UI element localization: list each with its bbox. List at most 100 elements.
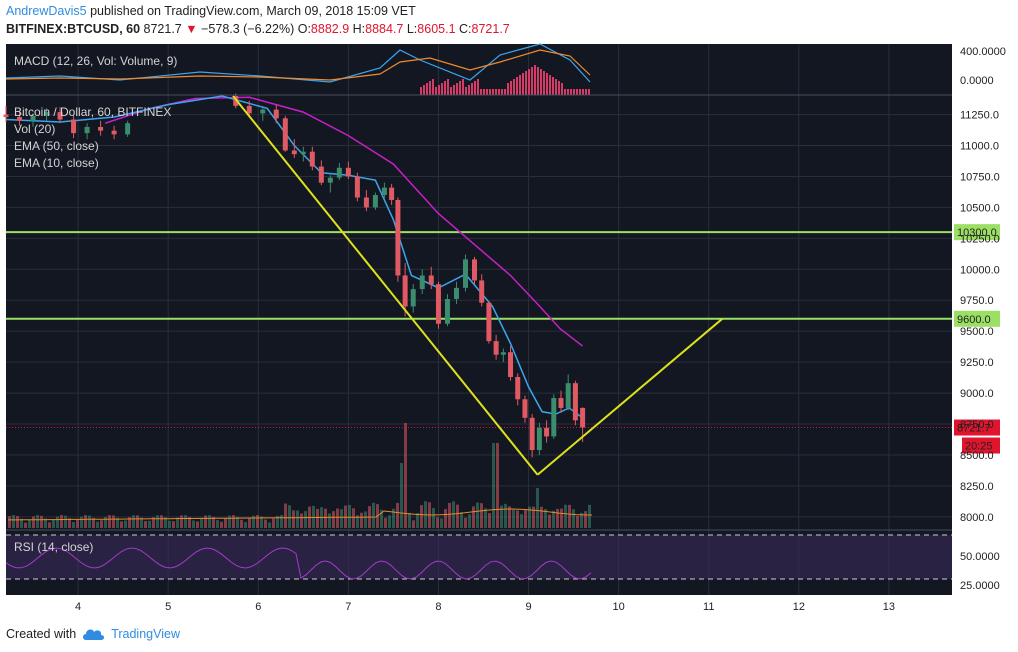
rsi-label[interactable]: RSI (14, close) <box>14 540 93 554</box>
volume-bar <box>176 517 179 528</box>
last-price-badge <box>954 419 1000 436</box>
price-tick-label: 11000.0 <box>960 141 999 153</box>
trendlines[interactable] <box>232 95 723 476</box>
macd-signal-line <box>5 49 591 81</box>
volume-bar <box>72 522 75 528</box>
candle-body <box>3 114 9 118</box>
time-tick-label: 13 <box>883 601 895 613</box>
volume-bar <box>260 516 263 528</box>
ema50-line <box>104 96 584 347</box>
horizontal-levels[interactable]: 10300.0 9600.0 8721.7 20:25 <box>6 224 1000 454</box>
volume-bar <box>276 515 279 528</box>
trendline[interactable] <box>232 95 539 476</box>
volume-bar <box>544 509 547 528</box>
candle-body <box>580 407 586 428</box>
time-tick-label: 10 <box>613 601 625 613</box>
chart-background <box>6 44 952 615</box>
volume-bar <box>364 511 367 528</box>
candle-body <box>479 280 485 303</box>
macd-label[interactable]: MACD (12, 26, Vol: Volume, 9) <box>14 54 177 68</box>
volume-bar <box>316 508 319 528</box>
volume-bar <box>292 510 295 528</box>
candle-body <box>309 151 315 167</box>
macd-histogram-bar <box>495 89 497 95</box>
level-badge <box>954 224 1000 241</box>
candle-body <box>291 150 297 155</box>
volume-bar <box>360 512 363 528</box>
macd-tick-label: 400.0000 <box>960 46 1006 58</box>
volume-bar <box>516 510 519 528</box>
candle-body <box>57 112 63 120</box>
ema50-label[interactable]: EMA (50, close) <box>14 139 99 153</box>
candle-body <box>318 166 324 183</box>
volume-bar <box>228 515 231 528</box>
volume-bar <box>92 517 95 528</box>
macd-histogram-bar <box>474 81 476 95</box>
volume-bar <box>436 517 439 528</box>
tradingview-brand: TradingView <box>111 627 180 641</box>
ema10-label[interactable]: EMA (10, close) <box>14 156 99 170</box>
volume-bar <box>568 504 571 528</box>
macd-histogram-bar <box>516 77 518 95</box>
volume-bar <box>188 517 191 528</box>
volume-bar <box>280 515 283 528</box>
macd-histogram-bar <box>513 79 515 95</box>
candle-body <box>536 427 542 451</box>
macd-histogram-bar <box>540 69 542 95</box>
volume-bar <box>212 516 215 528</box>
candle-body <box>486 302 492 342</box>
candle-body <box>572 383 578 421</box>
volume-bar <box>164 517 167 528</box>
volume-bar <box>372 502 375 528</box>
macd-histogram-bar <box>546 73 548 95</box>
axes: 4 5 6 7 8 9 10 11 12 13 11250.0 11000.0 10750.0 10500… <box>75 46 1006 613</box>
volume-bar <box>468 514 471 528</box>
chart-canvas[interactable]: 10300.0 9600.0 8721.7 20:25 4 5 6 7 8 9 10 11 12 13 1… <box>0 40 1018 620</box>
volume-bar <box>388 515 391 528</box>
candle-body <box>389 187 395 200</box>
candle-body <box>410 289 416 307</box>
ema10-line <box>5 95 584 419</box>
open-label: O: <box>297 22 311 36</box>
vol-label[interactable]: Vol (20) <box>14 122 55 136</box>
candle-body <box>71 119 77 134</box>
candle-body <box>381 187 387 196</box>
author-link[interactable]: AndrewDavis5 <box>6 4 87 18</box>
macd-histogram-bar <box>543 71 545 95</box>
volume-bar <box>584 511 587 528</box>
tradingview-link[interactable]: TradingView <box>82 627 180 641</box>
macd-histogram-bar <box>567 89 569 95</box>
macd-histogram-bar <box>435 87 437 95</box>
close-value: 8721.7 <box>471 22 510 36</box>
volume-bar <box>64 515 67 528</box>
created-with-text: Created with <box>6 627 77 641</box>
macd-histogram-bar <box>420 87 422 95</box>
macd-histogram-bar <box>585 89 587 95</box>
volume-bar <box>304 511 307 528</box>
volume-bar <box>572 509 575 528</box>
volume-bar <box>184 515 187 528</box>
candle-body <box>30 115 36 121</box>
volume-bar <box>36 515 39 528</box>
volume-bar <box>48 522 51 528</box>
volume-bar <box>252 515 255 528</box>
price-tick-label: 10000.0 <box>960 264 1000 276</box>
volume-bar <box>284 503 287 528</box>
macd-histogram-bar <box>552 77 554 95</box>
volume-bar <box>224 518 227 528</box>
candle-body <box>508 352 514 377</box>
volume-bar <box>88 515 91 528</box>
candle-body <box>336 167 342 178</box>
volume-bar <box>476 502 479 528</box>
trendline[interactable] <box>536 318 723 476</box>
volume-bar <box>28 519 31 528</box>
price-tick-label: 8000.0 <box>960 512 994 524</box>
volume-bar <box>396 502 399 528</box>
volume-bar <box>108 515 111 528</box>
close-label: C: <box>459 22 472 36</box>
volume-bar <box>152 517 155 528</box>
macd-histogram-bar <box>510 81 512 95</box>
volume-bar <box>472 506 475 528</box>
candle-body <box>282 118 288 151</box>
level-badge-label: 10300.0 <box>957 227 997 239</box>
